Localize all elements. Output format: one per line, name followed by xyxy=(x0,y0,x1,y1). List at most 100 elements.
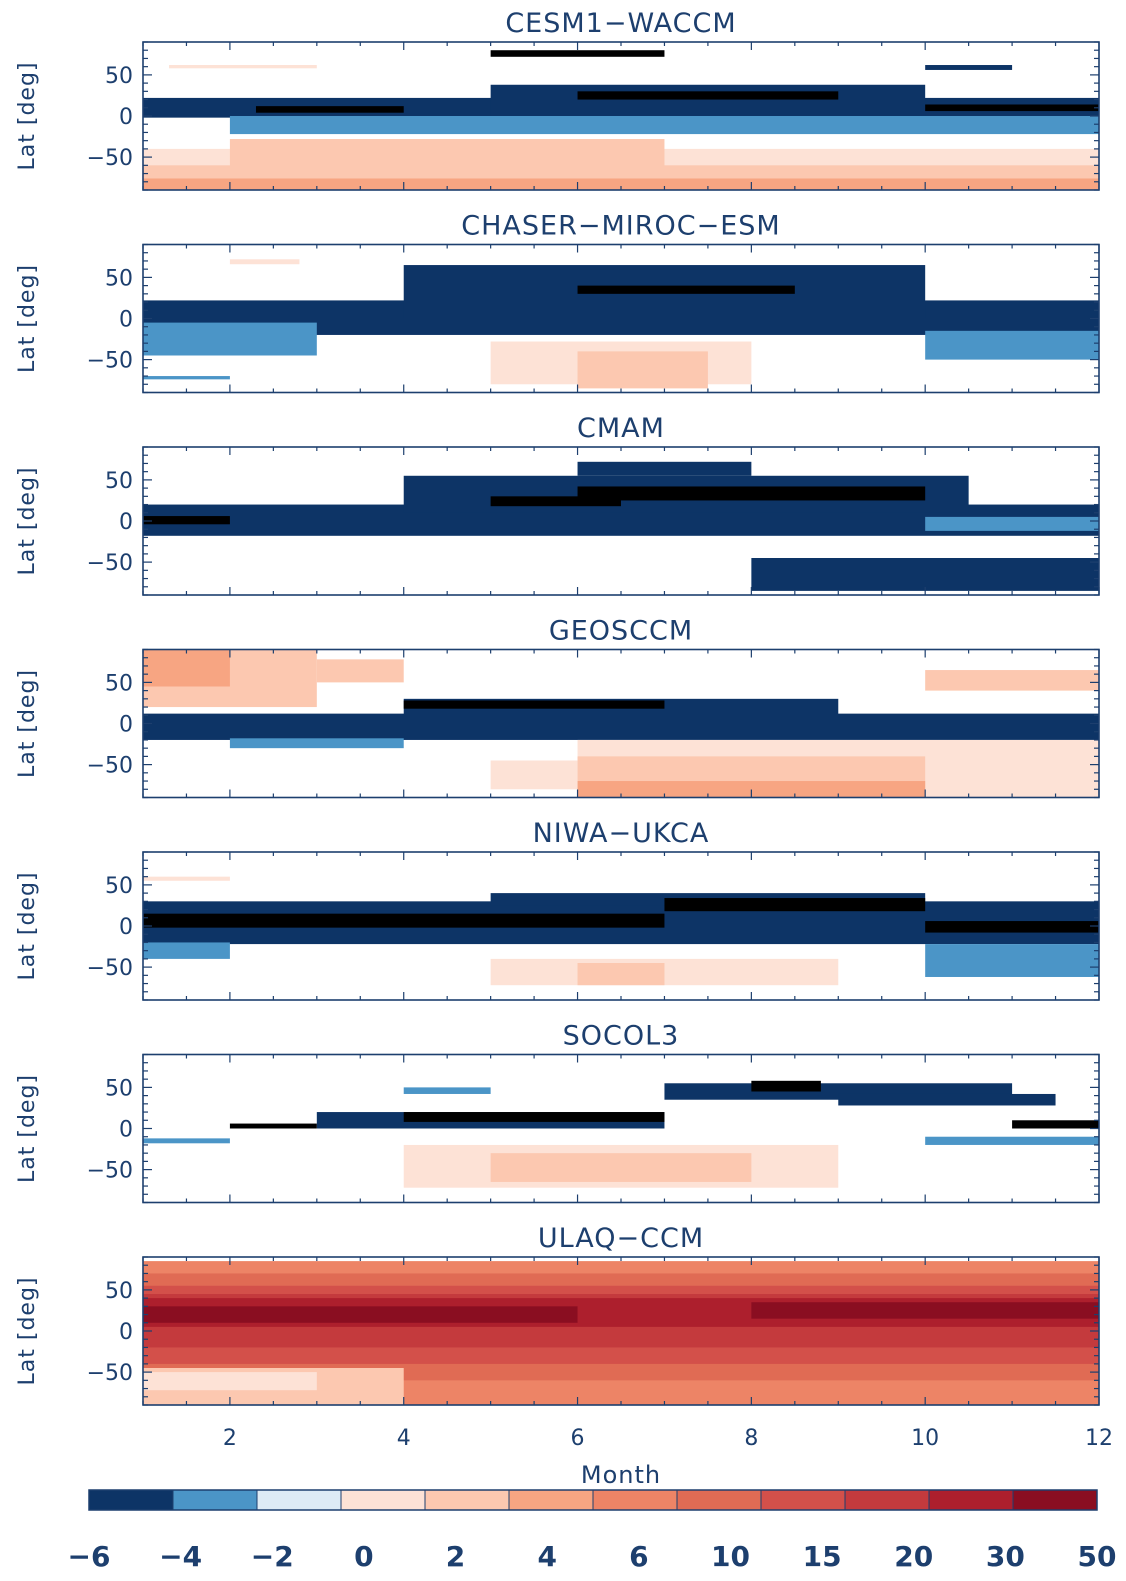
x-tick-label: 6 xyxy=(571,1426,585,1451)
colorbar-label: 0 xyxy=(354,1540,373,1573)
contour-region xyxy=(403,700,665,709)
y-tick-label: 50 xyxy=(105,1076,133,1101)
panel-5: NIWA−UKCA 50 0 −50 Lat [deg] xyxy=(15,818,1100,1001)
colorbar-label: 4 xyxy=(537,1540,556,1573)
y-axis-label: Lat [deg] xyxy=(15,62,40,171)
y-tick-label: −50 xyxy=(87,146,133,171)
y-tick-label: 0 xyxy=(119,1118,133,1143)
panel-title: CMAM xyxy=(577,413,665,444)
contour-region xyxy=(577,486,926,501)
contour-region xyxy=(577,461,752,476)
colorbar-swatch xyxy=(760,1489,846,1511)
y-axis-label: Lat [deg] xyxy=(15,669,40,778)
x-tick-label: 2 xyxy=(223,1426,237,1451)
contour-region xyxy=(577,351,708,389)
contour-region xyxy=(143,1138,230,1144)
panels-group: CESM1−WACCM 50 0 −50 Lat [deg] CHASER−MIROC−E… xyxy=(15,8,1113,1451)
panel-2: CHASER−MIROC−ESM 50 0 −50 Lat [deg] xyxy=(15,211,1100,394)
panel-field xyxy=(143,50,1099,190)
contour-region xyxy=(925,65,1013,70)
contour-region xyxy=(577,91,839,100)
contour-region xyxy=(143,649,230,687)
colorbar-label: −4 xyxy=(159,1540,202,1573)
x-tick-label: 12 xyxy=(1085,1426,1113,1451)
contour-region xyxy=(143,1372,317,1391)
panel-field xyxy=(143,259,1099,389)
panel-title: CESM1−WACCM xyxy=(505,8,736,39)
panel-title: NIWA−UKCA xyxy=(533,818,710,849)
contour-region xyxy=(577,781,926,798)
y-tick-label: 50 xyxy=(105,266,133,291)
colorbar-label: 2 xyxy=(446,1540,465,1573)
contour-region xyxy=(403,1112,665,1122)
contour-region xyxy=(925,670,1099,691)
contour-region xyxy=(229,1123,317,1129)
contour-region xyxy=(229,139,665,174)
contour-region xyxy=(229,116,1099,135)
x-tick-label: 10 xyxy=(911,1426,939,1451)
panel-1: CESM1−WACCM 50 0 −50 Lat [deg] xyxy=(15,8,1100,191)
contour-region xyxy=(925,1136,1099,1145)
contour-region xyxy=(664,898,926,912)
contour-region xyxy=(490,760,578,790)
colorbar-label: 50 xyxy=(1078,1540,1117,1573)
contour-region xyxy=(143,322,317,356)
panel-title: CHASER−MIROC−ESM xyxy=(461,211,780,242)
colorbar-label: 15 xyxy=(803,1540,842,1573)
panel-field xyxy=(143,649,1099,798)
y-axis-label: Lat [deg] xyxy=(15,264,40,373)
contour-region xyxy=(143,178,1099,190)
contour-region xyxy=(229,259,300,265)
contour-region xyxy=(751,558,1099,591)
contour-region xyxy=(925,330,1099,360)
contour-region xyxy=(751,1302,1099,1319)
contour-region xyxy=(143,376,230,380)
y-axis-label: Lat [deg] xyxy=(15,1277,40,1386)
colorbar-swatch xyxy=(844,1489,930,1511)
contour-region xyxy=(490,496,621,507)
colorbar-frame xyxy=(88,1489,1098,1511)
contour-region xyxy=(255,106,404,113)
contour-region xyxy=(316,659,404,683)
panel-field xyxy=(143,461,1099,591)
contour-region xyxy=(143,713,1099,740)
x-tick-label: 4 xyxy=(397,1426,411,1451)
contour-region xyxy=(925,944,1099,977)
colorbar-swatch xyxy=(508,1489,594,1511)
y-tick-label: 0 xyxy=(119,510,133,535)
panel-field xyxy=(143,876,1099,986)
contour-region xyxy=(577,963,665,986)
colorbar-label: 6 xyxy=(629,1540,648,1573)
y-tick-label: −50 xyxy=(87,551,133,576)
colorbar-label: −2 xyxy=(251,1540,294,1573)
contour-region xyxy=(229,738,404,749)
x-tick-label: 8 xyxy=(744,1426,758,1451)
contour-region xyxy=(143,942,230,959)
x-axis-label: Month xyxy=(581,1461,661,1489)
colorbar-swatch xyxy=(172,1489,258,1511)
colorbar-swatch xyxy=(1012,1489,1098,1511)
colorbar-label: 20 xyxy=(894,1540,933,1573)
y-axis-label: Lat [deg] xyxy=(15,872,40,981)
panel-field xyxy=(143,1080,1099,1188)
colorbar: −6 −4 −2 0 2 4 6 10 15 20 30 50 xyxy=(68,1489,1117,1573)
y-tick-label: 50 xyxy=(105,874,133,899)
contour-region xyxy=(1012,1120,1099,1129)
colorbar-swatch xyxy=(340,1489,426,1511)
y-tick-label: 50 xyxy=(105,671,133,696)
y-tick-label: 0 xyxy=(119,1320,133,1345)
contour-region xyxy=(143,876,230,881)
y-tick-label: 50 xyxy=(105,469,133,494)
contour-region xyxy=(838,1093,1056,1106)
panel-title: ULAQ−CCM xyxy=(538,1223,704,1254)
panel-title: SOCOL3 xyxy=(563,1021,680,1052)
y-tick-label: −50 xyxy=(87,349,133,374)
y-tick-label: 0 xyxy=(119,105,133,130)
colorbar-label: 10 xyxy=(711,1540,750,1573)
colorbar-label: −6 xyxy=(68,1540,111,1573)
colorbar-swatch xyxy=(592,1489,678,1511)
contour-region xyxy=(143,913,665,928)
panel-4: GEOSCCM 50 0 −50 Lat [deg] xyxy=(15,616,1100,799)
contour-region xyxy=(490,50,665,57)
